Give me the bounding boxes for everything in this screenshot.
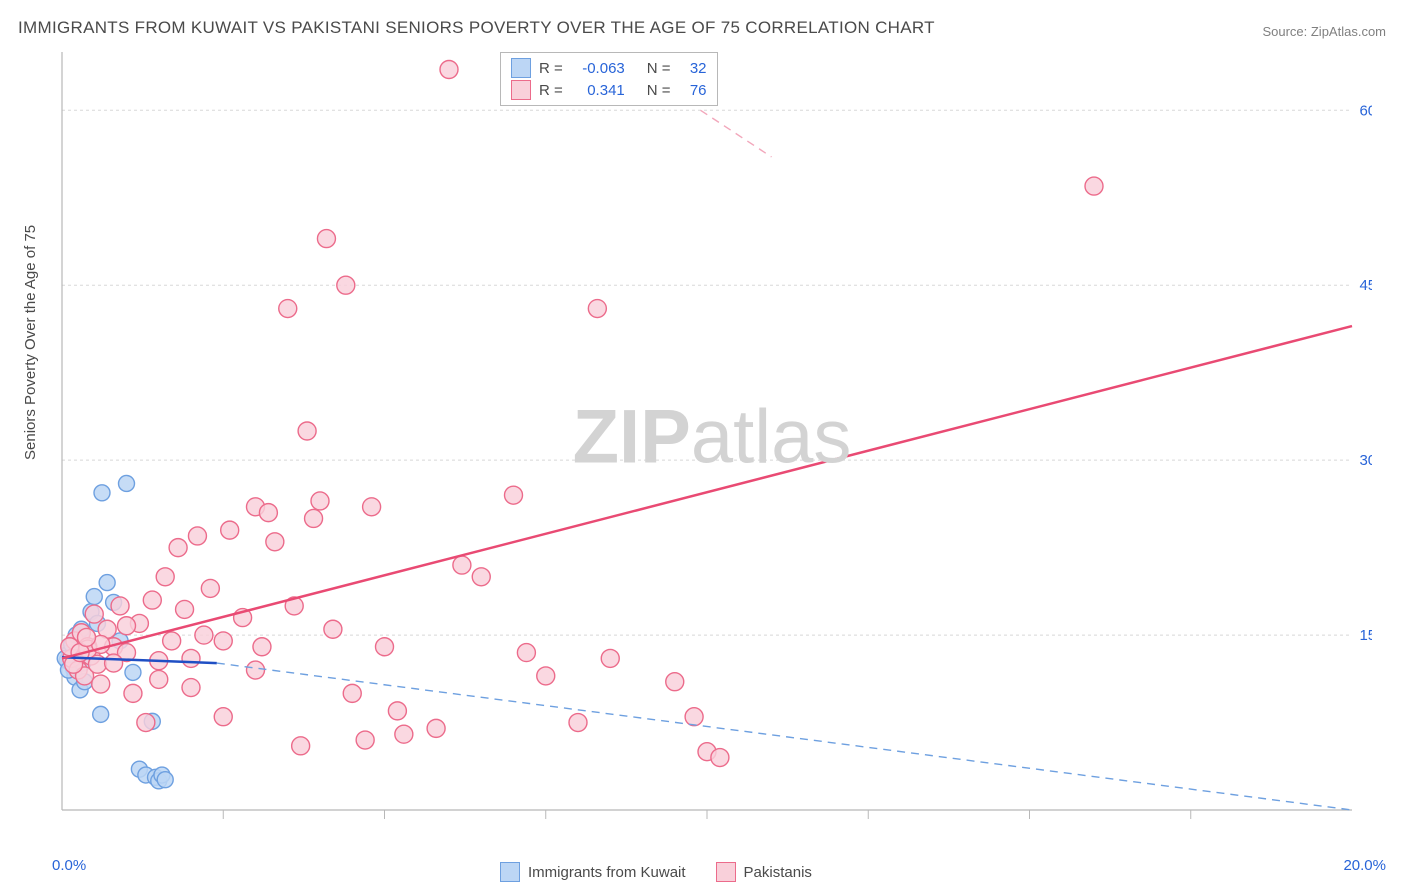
scatter-chart: 15.0% 30.0% 45.0% 60.0% — [52, 52, 1372, 822]
svg-text:45.0%: 45.0% — [1359, 277, 1372, 294]
svg-text:30.0%: 30.0% — [1359, 452, 1372, 469]
legend-n-label: N = — [647, 60, 671, 77]
legend-correlation-row: R = -0.063 N = 32 — [511, 57, 707, 79]
legend-series-item: Immigrants from Kuwait — [500, 862, 686, 882]
legend-n-value: 76 — [679, 82, 707, 99]
legend-swatch — [511, 80, 531, 100]
legend-r-label: R = — [539, 60, 563, 77]
legend-swatch — [500, 862, 520, 882]
svg-text:15.0%: 15.0% — [1359, 627, 1372, 644]
source-attribution: Source: ZipAtlas.com — [1262, 24, 1386, 39]
series-legend: Immigrants from Kuwait Pakistanis — [500, 862, 812, 882]
legend-r-label: R = — [539, 82, 563, 99]
legend-correlation-row: R = 0.341 N = 76 — [511, 79, 707, 101]
correlation-legend: R = -0.063 N = 32 R = 0.341 N = 76 — [500, 52, 718, 106]
legend-n-value: 32 — [679, 60, 707, 77]
legend-series-label: Pakistanis — [744, 864, 812, 881]
legend-swatch — [511, 58, 531, 78]
legend-r-value: -0.063 — [571, 60, 625, 77]
chart-area: 15.0%30.0%45.0%60.0% ZIPatlas — [52, 52, 1372, 822]
legend-swatch — [716, 862, 736, 882]
legend-r-value: 0.341 — [571, 82, 625, 99]
legend-n-label: N = — [647, 82, 671, 99]
x-axis-start-label: 0.0% — [52, 857, 86, 874]
legend-series-label: Immigrants from Kuwait — [528, 864, 686, 881]
y-axis-label: Seniors Poverty Over the Age of 75 — [22, 225, 39, 460]
chart-title: IMMIGRANTS FROM KUWAIT VS PAKISTANI SENI… — [18, 18, 935, 38]
svg-text:60.0%: 60.0% — [1359, 102, 1372, 119]
legend-series-item: Pakistanis — [716, 862, 812, 882]
x-axis-end-label: 20.0% — [1343, 857, 1386, 874]
